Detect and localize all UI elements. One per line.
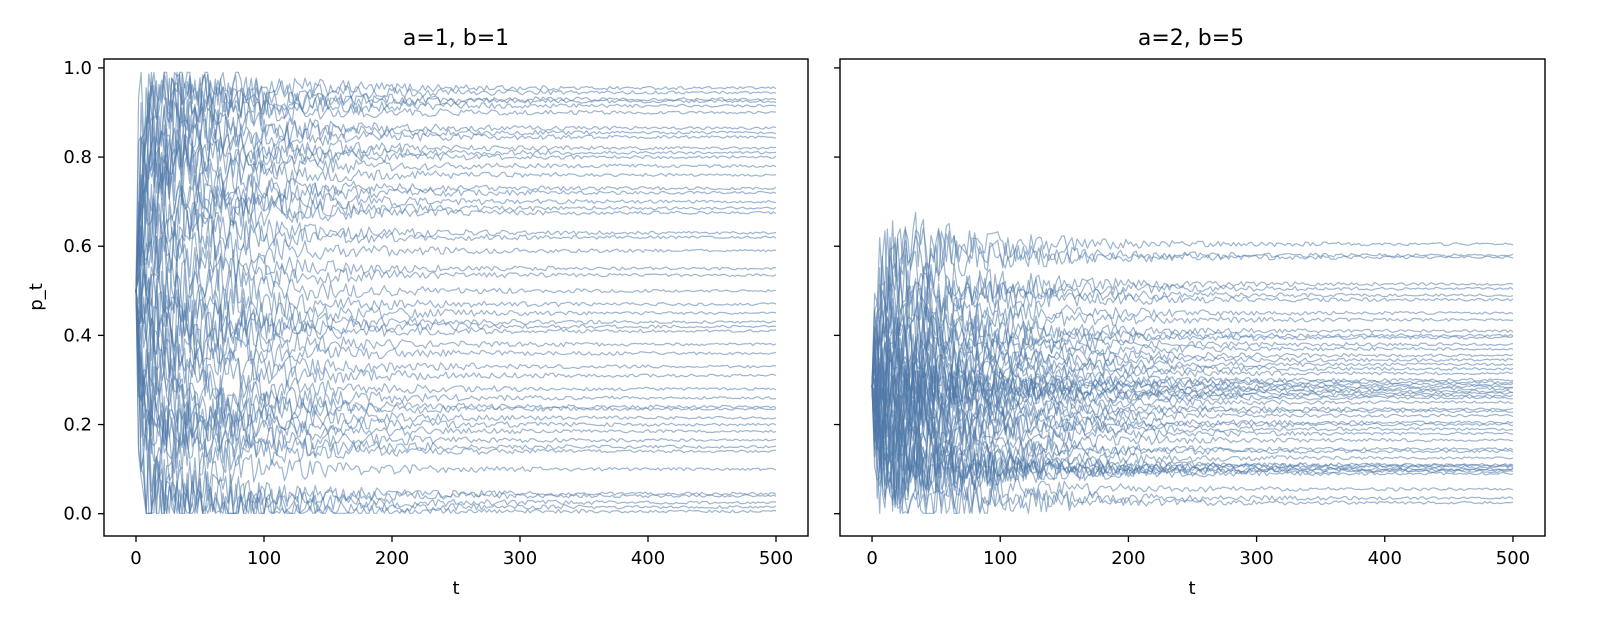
- series-path: [135, 185, 777, 301]
- series-path: [135, 232, 777, 313]
- chart-panel-right: a=2, b=5 0 100 200 300 400 500 t: [834, 26, 1546, 599]
- series-path: [135, 290, 777, 424]
- series-path: [135, 290, 777, 448]
- series-path: [871, 263, 1514, 387]
- series-path: [871, 336, 1514, 404]
- series-path: [135, 290, 777, 514]
- x-tick-label: 100: [247, 548, 281, 569]
- series-lines: [135, 71, 777, 514]
- chart-title: a=1, b=1: [403, 26, 509, 51]
- series-path: [135, 290, 777, 514]
- y-axis-label: p_t: [26, 283, 47, 310]
- series-path: [135, 249, 777, 334]
- chart-panel-left: a=1, b=1 0 100 200 300 400 500 0.0 0.2 0.4 0.6 0.8…: [26, 26, 809, 599]
- x-tick-label: 500: [1496, 548, 1530, 569]
- plot-frame: [839, 58, 1546, 537]
- plot-frame: [103, 58, 809, 537]
- y-tick-label: 1.0: [63, 58, 92, 79]
- x-tick-label: 300: [503, 548, 537, 569]
- series-path: [135, 75, 777, 291]
- x-tick-label: 400: [1368, 548, 1402, 569]
- series-path: [871, 386, 1514, 514]
- series-path: [871, 386, 1514, 481]
- series-path: [871, 385, 1514, 501]
- x-axis-label: t: [1188, 578, 1195, 599]
- series-path: [871, 377, 1514, 514]
- y-tick-label: 0.2: [63, 415, 92, 436]
- x-tick-label: 500: [759, 548, 793, 569]
- series-path: [871, 330, 1514, 422]
- series-path: [871, 344, 1514, 437]
- x-tick-label: 300: [1239, 548, 1273, 569]
- series-path: [135, 290, 777, 396]
- x-tick-label: 200: [375, 548, 409, 569]
- x-tick-label: 0: [866, 548, 877, 569]
- x-tick-label: 400: [631, 548, 665, 569]
- x-tick-label: 100: [983, 548, 1017, 569]
- series-path: [135, 290, 777, 514]
- series-path: [135, 116, 777, 291]
- y-tick-label: 0.8: [63, 147, 92, 168]
- series-path: [871, 386, 1514, 490]
- series-path: [871, 323, 1514, 414]
- series-path: [871, 354, 1514, 442]
- series-path: [871, 276, 1514, 387]
- chart-title: a=2, b=5: [1138, 26, 1244, 51]
- series-lines: [871, 211, 1514, 514]
- series-path: [135, 116, 777, 291]
- series-path: [871, 335, 1514, 433]
- axis-ticks: 0 100 200 300 400 500 0.0 0.2 0.4 0.6 0.8 1.0: [63, 58, 793, 569]
- series-path: [135, 290, 777, 474]
- series-path: [135, 290, 777, 446]
- series-path: [871, 267, 1514, 387]
- series-path: [135, 290, 777, 460]
- series-path: [871, 385, 1514, 496]
- series-path: [871, 363, 1514, 460]
- series-path: [135, 138, 777, 291]
- x-tick-label: 200: [1111, 548, 1145, 569]
- x-tick-label: 0: [130, 548, 141, 569]
- series-path: [871, 227, 1514, 387]
- series-path: [135, 290, 777, 393]
- y-tick-label: 0.6: [63, 236, 92, 257]
- series-path: [135, 152, 777, 291]
- series-path: [135, 159, 777, 291]
- series-path: [135, 121, 777, 291]
- series-path: [871, 220, 1514, 387]
- series-path: [135, 215, 777, 296]
- series-path: [135, 268, 777, 347]
- series-path: [135, 290, 777, 514]
- y-tick-label: 0.0: [63, 504, 92, 525]
- series-path: [135, 290, 777, 366]
- series-path: [871, 298, 1514, 404]
- series-path: [135, 234, 777, 328]
- series-path: [871, 336, 1514, 429]
- series-path: [135, 71, 777, 291]
- series-path: [871, 386, 1514, 509]
- series-path: [135, 138, 777, 291]
- series-path: [135, 290, 777, 429]
- series-path: [871, 374, 1514, 455]
- series-path: [135, 290, 777, 412]
- axis-ticks: 0 100 200 300 400 500: [834, 67, 1530, 569]
- series-path: [135, 290, 777, 492]
- series-path: [871, 285, 1514, 388]
- series-path: [871, 254, 1514, 387]
- series-path: [135, 290, 777, 500]
- series-path: [135, 71, 777, 291]
- series-path: [871, 349, 1514, 447]
- series-path: [871, 386, 1514, 512]
- series-path: [135, 198, 777, 321]
- series-path: [871, 317, 1514, 400]
- series-path: [871, 336, 1514, 431]
- y-tick-label: 0.4: [63, 325, 92, 346]
- series-path: [135, 290, 777, 387]
- series-path: [871, 373, 1514, 463]
- series-path: [135, 101, 777, 291]
- series-path: [135, 98, 777, 291]
- series-path: [871, 296, 1514, 387]
- x-axis-label: t: [452, 578, 459, 599]
